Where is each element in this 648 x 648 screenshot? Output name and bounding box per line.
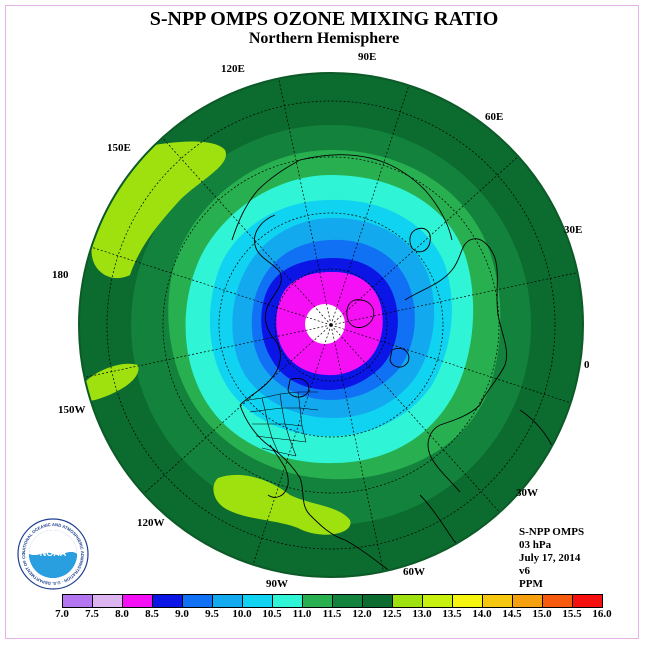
ozone-patch-caribbean [213,474,351,535]
legend-label: 13.0 [412,608,432,620]
info-instrument: S-NPP OMPS [519,526,585,538]
legend-swatch [93,594,123,608]
meridian-line [330,324,571,404]
legend-label: 16.0 [592,608,612,620]
figure-frame [5,5,639,639]
legend-swatch [123,594,153,608]
legend-swatch [573,594,603,608]
lon-label-60e: 60E [485,111,504,123]
legend-label: 15.5 [562,608,582,620]
legend-swatch [513,594,543,608]
legend-swatch [303,594,333,608]
legend-label: 14.0 [472,608,492,620]
lon-label-150e: 150E [107,142,131,154]
legend-swatch [423,594,453,608]
meridian-line [143,324,332,494]
legend-label: 14.5 [502,608,522,620]
legend-swatch [243,594,273,608]
lon-label-30w: 30W [516,487,538,499]
legend-swatch [213,594,243,608]
legend-label: 8.5 [145,608,159,620]
polar-no-data-hole [305,304,345,344]
meridian-line [162,137,332,326]
ozone-patch-hawaii [79,363,139,401]
legend-swatch [363,594,393,608]
legend-label: 9.0 [175,608,189,620]
meridian-line [330,272,578,326]
legend-label: 11.5 [322,608,342,620]
figure-title: S-NPP OMPS OZONE MIXING RATIO [149,8,499,30]
legend-label: 13.5 [442,608,462,620]
meridian-line [91,246,332,326]
legend-swatch [483,594,513,608]
figure-subtitle: Northern Hemisphere [248,30,400,47]
meridian-line [330,156,519,326]
legend-swatch [393,594,423,608]
lon-label-90w: 90W [266,578,288,590]
legend-swatch [62,594,93,608]
lon-label-120e: 120E [221,63,245,75]
legend-label: 10.5 [262,608,282,620]
legend-label: 11.0 [292,608,312,620]
meridian-line [330,324,500,513]
lon-label-30e: 30E [564,224,583,236]
info-block: S-NPP OMPS 03 hPa July 17, 2014 v6 PPM [519,526,584,591]
state-boundaries [247,391,319,457]
legend-label: 12.0 [352,608,372,620]
globe-border [78,72,584,578]
meridians [84,78,578,572]
legend-swatch [333,594,363,608]
lon-label-90e: 90E [358,51,377,63]
lon-label-150w: 150W [58,404,86,416]
legend-swatch [453,594,483,608]
noaa-logo-text: NOAA [40,548,67,558]
info-pressure: 03 hPa [519,539,552,551]
noaa-logo-icon: NATIONAL OCEANIC AND ATMOSPHERIC ADMINIS… [17,518,89,590]
legend-swatch [543,594,573,608]
info-date: July 17, 2014 [519,552,581,564]
meridian-line [252,324,332,565]
color-legend [62,594,603,608]
legend-label: 7.0 [55,608,69,620]
legend-label: 15.0 [532,608,552,620]
meridian-line [330,85,410,326]
meridian-line [278,78,332,326]
info-version: v6 [519,565,530,577]
latitude-circles [106,100,556,550]
info-units: PPM [519,578,543,590]
legend-label: 7.5 [85,608,99,620]
legend-swatch [273,594,303,608]
legend-label: 10.0 [232,608,252,620]
meridian-line [84,324,332,378]
legend-label: 9.5 [205,608,219,620]
legend-label: 12.5 [382,608,402,620]
legend-swatch [183,594,213,608]
legend-swatch [153,594,183,608]
lon-label-120w: 120W [137,517,165,529]
legend-label: 8.0 [115,608,129,620]
color-legend-labels: 7.0 7.5 8.0 8.5 9.0 9.5 10.0 10.5 11.0 11.5 12.0 12… [0,608,648,622]
lon-label-60w: 60W [403,566,425,578]
coastlines [231,154,569,576]
meridian-line [330,324,384,572]
lon-label-180: 180 [52,269,69,281]
lon-label-0: 0 [584,359,590,371]
